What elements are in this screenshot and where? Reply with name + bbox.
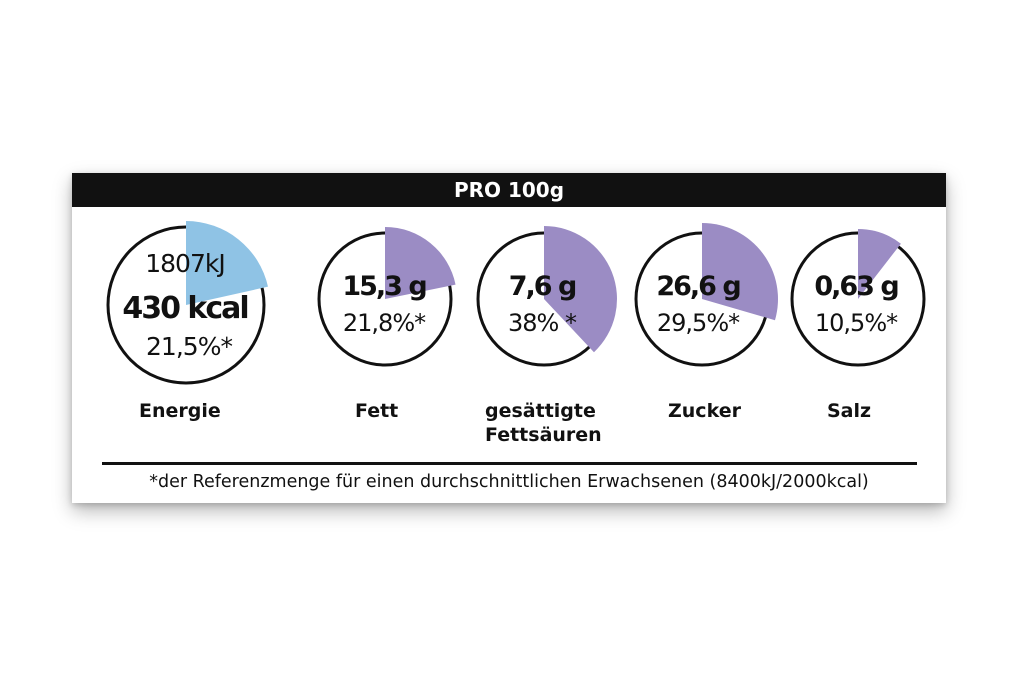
salz-percent: 10,5%* <box>814 309 898 337</box>
zucker-circle <box>634 223 778 371</box>
footnote-divider <box>102 462 917 465</box>
salz-pie <box>790 229 926 367</box>
fett-item: 15,3 g 21,8%* <box>317 227 458 371</box>
gesaettigte-item: 7,6 g 38% * <box>476 226 617 371</box>
energy-kj: 1807kJ <box>145 249 225 278</box>
gesaettigte-pie <box>476 226 617 367</box>
zucker-pie <box>634 223 778 367</box>
fett-amount: 15,3 g <box>342 271 427 302</box>
label-gesaettigte: gesättigte Fettsäuren <box>485 400 602 446</box>
label-fett: Fett <box>355 400 399 422</box>
gesaettigte-circle <box>476 226 617 371</box>
energy-item: 1807kJ 430 kcal 21,5%* <box>106 219 276 389</box>
salz-circle <box>790 229 930 371</box>
fett-pie <box>317 227 456 367</box>
header-title: PRO 100g <box>72 173 946 207</box>
energy-percent: 21,5%* <box>146 332 233 361</box>
nutrition-panel: PRO 100g 1807kJ 430 kcal 21,5%* 15,3 g 2… <box>72 173 946 503</box>
label-energie: Energie <box>139 400 221 422</box>
zucker-wedge <box>702 223 778 321</box>
energy-wedge <box>186 221 268 305</box>
salz-amount: 0,63 g <box>814 271 899 302</box>
salz-item: 0,63 g 10,5%* <box>790 229 930 371</box>
label-salz: Salz <box>827 400 872 422</box>
energy-pie <box>106 221 268 385</box>
zucker-amount: 26,6 g <box>656 271 741 302</box>
salz-wedge <box>858 229 901 299</box>
gesaettigte-wedge <box>544 226 617 353</box>
zucker-percent: 29,5%* <box>656 309 740 337</box>
gesaettigte-percent: 38% * <box>508 309 577 337</box>
footnote: *der Referenzmenge für einen durchschnit… <box>149 472 869 492</box>
energy-kcal: 430 kcal <box>122 291 249 326</box>
zucker-item: 26,6 g 29,5%* <box>634 223 778 371</box>
fett-wedge <box>385 227 456 299</box>
energy-circle <box>106 219 276 389</box>
gesaettigte-amount: 7,6 g <box>508 271 578 302</box>
label-zucker: Zucker <box>668 400 741 422</box>
fett-percent: 21,8%* <box>342 309 426 337</box>
fett-circle <box>317 227 458 371</box>
